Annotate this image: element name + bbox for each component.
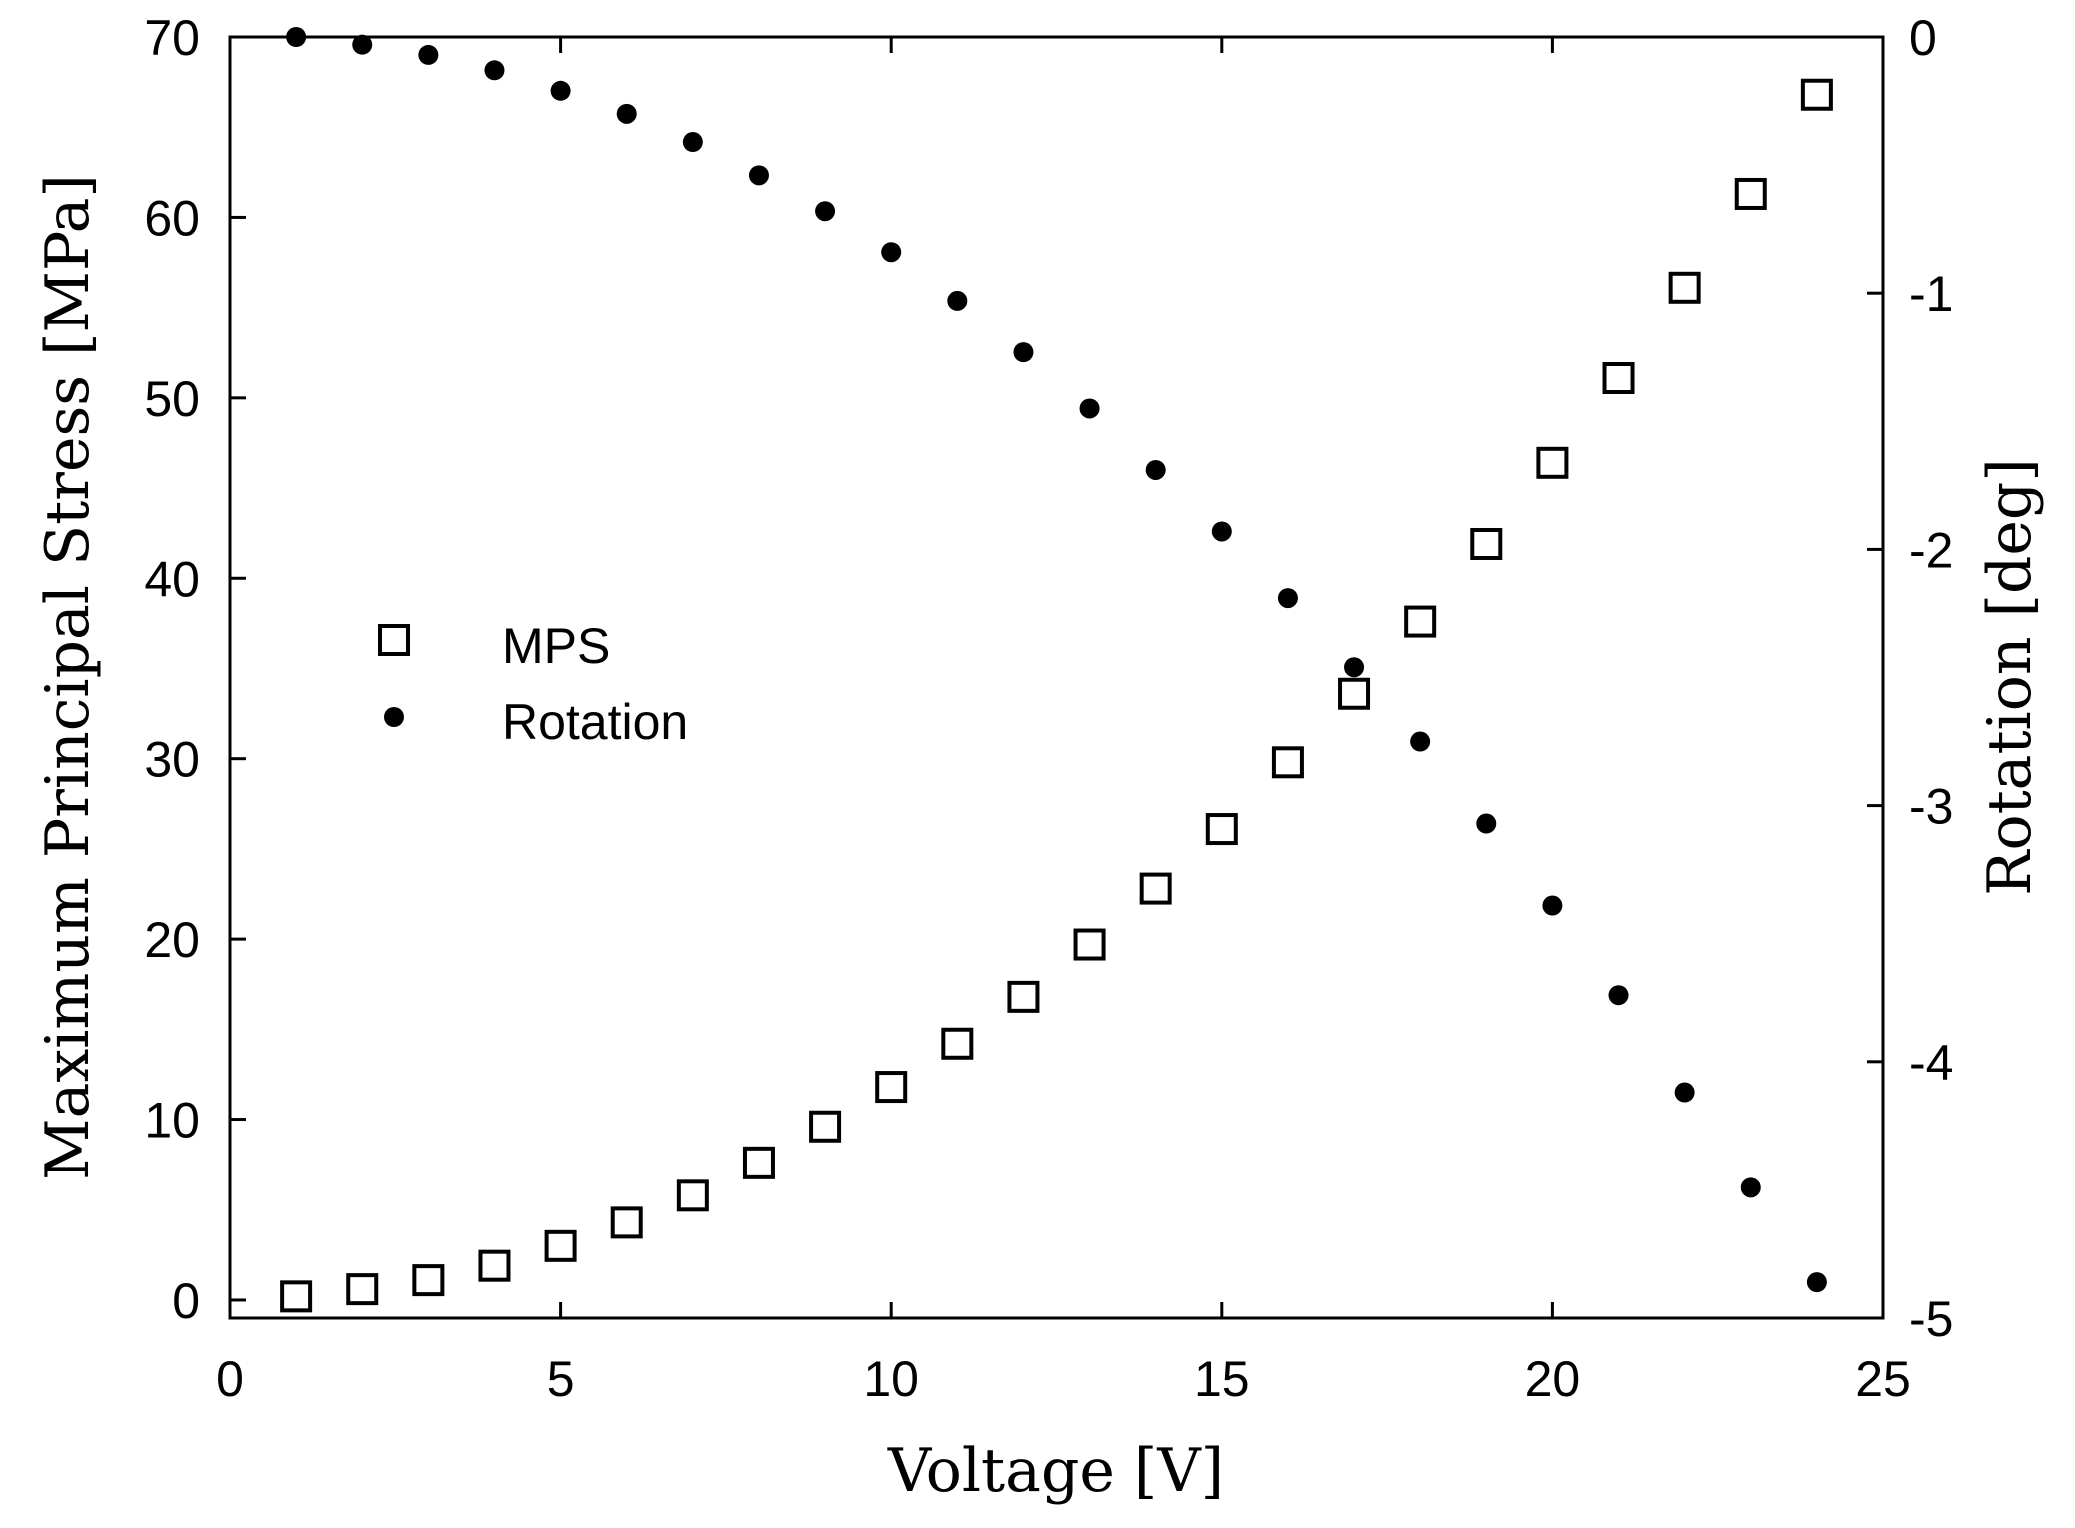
mps-point — [478, 1249, 511, 1282]
rotation-point — [1410, 731, 1431, 752]
mps-point — [610, 1206, 643, 1239]
mps-point — [1338, 677, 1371, 710]
rotation-point — [1344, 657, 1365, 678]
mps-point — [875, 1071, 908, 1104]
rotation-point — [947, 290, 968, 311]
y-right-tick-label: 0 — [1909, 10, 1937, 66]
rotation-point — [484, 60, 505, 81]
rotation-point — [1013, 342, 1034, 363]
x-tick-label: 5 — [547, 1351, 575, 1407]
x-axis-title: Voltage [V] — [887, 1436, 1224, 1506]
mps-point — [1668, 271, 1701, 304]
mps-point — [1536, 446, 1569, 479]
x-axis-ticks: 0 5 10 15 20 25 — [216, 37, 1911, 1407]
y-right-axis-title: Rotation [deg] — [1975, 458, 2045, 895]
x-tick-label: 0 — [216, 1351, 244, 1407]
legend-rotation-marker — [384, 707, 404, 727]
mps-point — [1139, 872, 1172, 905]
mps-point — [1205, 813, 1238, 846]
legend-rotation-label: Rotation — [502, 694, 688, 750]
rotation-point — [1277, 588, 1298, 609]
mps-point — [742, 1146, 775, 1179]
mps-point — [809, 1110, 842, 1143]
legend-mps-marker — [378, 624, 410, 656]
rotation-point — [418, 44, 439, 65]
rotation-point — [1674, 1082, 1695, 1103]
rotation-point — [1740, 1177, 1761, 1198]
legend-mps-label: MPS — [502, 618, 610, 674]
rotation-point — [815, 201, 836, 222]
series-mps — [280, 78, 1833, 1313]
y-left-tick-label: 70 — [144, 10, 200, 66]
plot-area — [228, 35, 1885, 1320]
mps-point — [1271, 746, 1304, 779]
rotation-point — [1211, 521, 1232, 542]
mps-point — [941, 1027, 974, 1060]
mps-point — [1602, 361, 1635, 394]
mps-point — [676, 1179, 709, 1212]
y-left-tick-label: 50 — [144, 371, 200, 427]
y-left-tick-label: 30 — [144, 732, 200, 788]
y-right-axis-ticks: 0 -1 -2 -3 -4 -5 — [1867, 10, 1953, 1347]
y-right-tick-label: -3 — [1909, 779, 1953, 835]
x-tick-label: 10 — [863, 1351, 919, 1407]
rotation-point — [1079, 398, 1100, 419]
y-right-tick-label: -1 — [1909, 266, 1953, 322]
y-left-tick-label: 60 — [144, 190, 200, 246]
series-rotation — [286, 27, 1827, 1293]
y-left-tick-label: 0 — [172, 1273, 200, 1329]
x-tick-label: 25 — [1855, 1351, 1911, 1407]
x-tick-label: 20 — [1525, 1351, 1581, 1407]
rotation-point — [1476, 813, 1497, 834]
rotation-point — [1806, 1272, 1827, 1293]
y-left-tick-label: 20 — [144, 912, 200, 968]
rotation-point — [286, 27, 307, 47]
mps-point — [1800, 78, 1833, 111]
rotation-point — [1608, 985, 1629, 1006]
y-right-tick-label: -4 — [1909, 1035, 1953, 1091]
legend: MPS Rotation — [378, 618, 688, 750]
rotation-point — [682, 132, 703, 153]
y-left-axis-ticks: 0 10 20 30 40 50 60 70 — [144, 10, 246, 1329]
mps-point — [1734, 177, 1767, 210]
mps-point — [280, 1280, 313, 1313]
rotation-point — [616, 103, 637, 124]
y-right-tick-label: -5 — [1909, 1291, 1953, 1347]
mps-point — [544, 1229, 577, 1262]
y-left-tick-label: 40 — [144, 551, 200, 607]
mps-point — [1007, 980, 1040, 1013]
rotation-point — [550, 80, 571, 101]
rotation-point — [881, 242, 902, 263]
rotation-point — [1542, 895, 1563, 916]
rotation-point — [352, 34, 373, 55]
x-tick-label: 15 — [1194, 1351, 1250, 1407]
mps-point — [1470, 527, 1503, 560]
mps-point — [1073, 928, 1106, 961]
mps-point — [1404, 605, 1437, 638]
mps-point — [412, 1264, 445, 1297]
rotation-point — [748, 165, 769, 186]
y-left-axis-title: Maximum Principal Stress [MPa] — [33, 174, 103, 1180]
y-left-tick-label: 10 — [144, 1093, 200, 1149]
y-right-tick-label: -2 — [1909, 522, 1953, 578]
rotation-point — [1145, 459, 1166, 480]
mps-point — [346, 1273, 379, 1306]
